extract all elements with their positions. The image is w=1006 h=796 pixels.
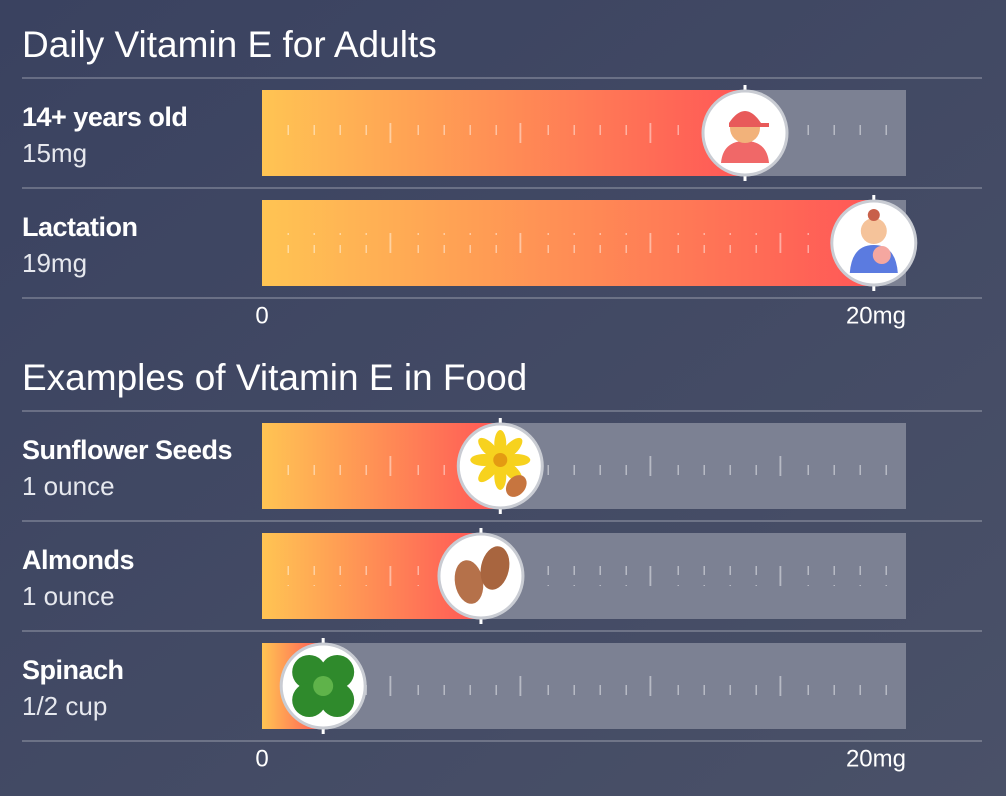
icon-leaf-center [313, 676, 334, 696]
icon-cap [729, 111, 769, 127]
bar-scale [262, 566, 906, 586]
bar-scale [262, 456, 906, 476]
icon-body [721, 141, 769, 163]
icon-petal [500, 437, 523, 460]
marker-icon [470, 430, 531, 497]
icon-petal [478, 460, 500, 483]
category-label: Almonds [22, 545, 134, 575]
icon-petal [478, 437, 500, 460]
category-label: Lactation [22, 212, 138, 242]
icon-face [860, 218, 887, 244]
x-tick-label: 20mg [846, 302, 906, 329]
section-title: Daily Vitamin E for Adults [22, 24, 437, 65]
category-label: 14+ years old [22, 102, 187, 132]
category-label: Sunflower Seeds [22, 435, 232, 465]
bar-scale [262, 676, 906, 696]
serving-label: 1 ounce [22, 471, 115, 501]
icon-almond [480, 546, 510, 590]
x-tick-label: 20mg [846, 745, 906, 772]
bar-scale [262, 233, 906, 253]
x-tick-label: 0 [255, 302, 268, 329]
value-label: 15mg [22, 138, 87, 168]
marker-icon [292, 655, 355, 717]
x-tick-label: 0 [255, 745, 268, 772]
icon-seed [505, 475, 527, 497]
marker-icon [849, 209, 898, 273]
bar-scale [262, 123, 906, 143]
marker-icon [454, 546, 510, 604]
icon-center [493, 453, 508, 467]
marker-icon [721, 111, 769, 163]
icon-baby [872, 246, 891, 264]
section-title: Examples of Vitamin E in Food [22, 357, 527, 398]
category-label: Spinach [22, 655, 124, 685]
icon-almond [454, 560, 484, 604]
serving-label: 1 ounce [22, 581, 115, 611]
value-label: 19mg [22, 248, 87, 278]
icon-hair [867, 209, 880, 221]
serving-label: 1/2 cup [22, 691, 107, 721]
